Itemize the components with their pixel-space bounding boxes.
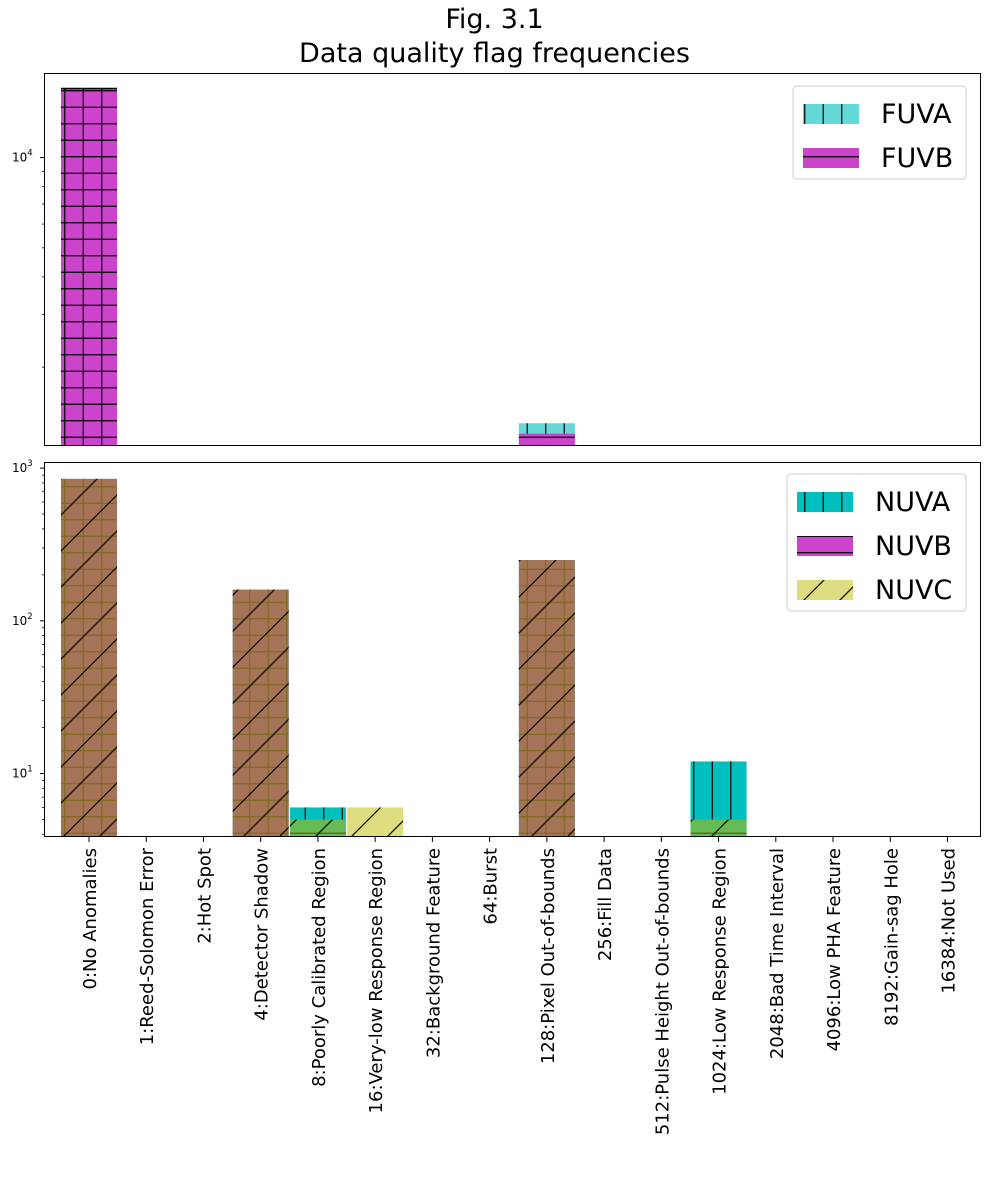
legend-swatch-fuvb [803, 148, 859, 168]
bar-fuvb-8 [518, 433, 575, 445]
top-y-axis: 104 [12, 149, 45, 368]
legend-label-nuva: NUVA [875, 487, 951, 518]
legend-swatch-nuvc [797, 580, 853, 600]
bar-nuvc-11 [690, 819, 747, 836]
x-tick-label-12: 2048:Bad Time Interval [767, 848, 788, 1059]
x-tick-label-9: 256:Fill Data [595, 848, 616, 961]
x-tick-label-3: 4:Detector Shadow [252, 848, 273, 1021]
legend-label-fuva: FUVA [881, 99, 952, 130]
x-tick-label-5: 16:Very-low Response Region [366, 848, 387, 1113]
top-panel-bars [61, 87, 575, 445]
bottom-legend: NUVA NUVB NUVC [786, 473, 967, 612]
legend-swatch-fuva [803, 104, 859, 124]
bar-nuvc-0 [61, 478, 117, 836]
bar-nuvc-4 [289, 819, 346, 836]
legend-swatch-nuvb [797, 536, 853, 556]
x-tick-label-13: 4096:Low PHA Feature [824, 848, 845, 1051]
x-tick-label-11: 1024:Low Response Region [710, 848, 731, 1095]
x-tick-label-6: 32:Background Feature [423, 848, 444, 1058]
bottom-panel-frame [44, 462, 981, 837]
top-panel-frame [44, 73, 981, 446]
figure-title: Fig. 3.1 [445, 4, 544, 35]
y-tick-label-2: 103 [12, 459, 33, 475]
x-tick-label-2: 2:Hot Spot [194, 848, 215, 944]
x-tick-label-14: 8192:Gain-sag Hole [881, 848, 902, 1026]
x-tick-label-0: 0:No Anomalies [80, 848, 101, 989]
x-tick-label-7: 64:Burst [481, 848, 502, 925]
x-tick-label-4: 8:Poorly Calibrated Region [309, 848, 330, 1087]
figure-subtitle: Data quality flag frequencies [299, 38, 690, 69]
legend-swatch-nuva [797, 492, 853, 512]
x-axis: 0:No Anomalies 1:Reed-Solomon Error 2:Hot … [80, 837, 960, 1135]
bottom-y-axis: 101 102 103 [12, 459, 45, 835]
bottom-panel-bars [61, 478, 747, 836]
x-tick-label-10: 512:Pulse Height Out-of-bounds [652, 848, 673, 1135]
x-tick-label-1: 1:Reed-Solomon Error [137, 847, 158, 1045]
x-tick-label-15: 16384:Not Used [939, 848, 960, 994]
x-tick-label-8: 128:Pixel Out-of-bounds [538, 848, 559, 1064]
bar-fuvb-0 [61, 88, 117, 445]
legend-label-fuvb: FUVB [881, 143, 953, 174]
y-tick-label-1: 102 [12, 612, 33, 628]
legend-label-nuvb: NUVB [875, 531, 952, 562]
legend-label-nuvc: NUVC [875, 575, 952, 606]
bar-nuvc-3 [232, 589, 289, 836]
y-tick-label-0: 104 [12, 149, 33, 165]
top-legend: FUVA FUVB [792, 85, 967, 180]
bar-nuvc-8 [518, 560, 575, 836]
y-tick-label-0: 101 [12, 765, 33, 781]
bar-nuvc-5 [347, 807, 404, 836]
